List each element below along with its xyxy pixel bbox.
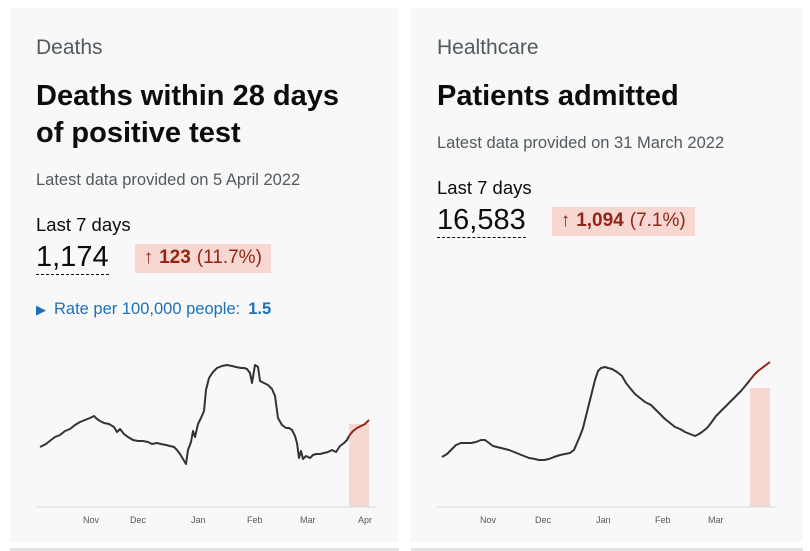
rate-toggle[interactable]: ▶ Rate per 100,000 people: 1.5 [36,300,373,319]
tick-label: Jan [191,515,206,525]
up-arrow-icon: ↑ [143,246,154,268]
tick-label: Mar [300,515,316,525]
card-category: Healthcare [437,36,539,59]
card-divider [10,548,399,551]
tick-label: Dec [130,515,147,525]
recent-period-fill [750,388,770,507]
last-7-days-label: Last 7 days [437,177,532,198]
change-value: 1,094 [576,209,624,231]
change-value: 123 [159,246,191,268]
headline-value[interactable]: 16,583 [437,204,526,238]
rate-value: 1.5 [248,300,272,318]
card-category: Deaths [36,36,103,59]
recent-period-fill [349,424,369,507]
change-percent: (11.7%) [196,246,262,268]
deaths-line [39,364,350,465]
healthcare-card: Healthcare Patients admitted Latest data… [411,8,803,551]
change-badge: ↑ 123 (11.7%) [134,243,271,273]
tick-label: Nov [83,515,100,525]
last-7-days-label: Last 7 days [36,214,131,235]
tick-label: Nov [480,515,497,525]
admissions-line [441,366,751,461]
headline-value[interactable]: 1,174 [36,241,109,275]
admissions-recent-line [749,361,771,381]
latest-data-text: Latest data provided on 31 March 2022 [437,134,725,152]
tick-label: Jan [596,515,611,525]
change-badge: ↑ 1,094 (7.1%) [551,206,695,236]
change-percent: (7.1%) [629,209,686,231]
deaths-card: Deaths Deaths within 28 days of positive… [10,8,399,551]
card-title[interactable]: Deaths within 28 days of positive test [36,80,339,149]
latest-data-text: Latest data provided on 5 April 2022 [36,171,301,189]
up-arrow-icon: ↑ [560,209,571,231]
tick-label: Apr [358,515,372,525]
card-title[interactable]: Patients admitted [437,80,679,112]
disclosure-triangle-icon: ▶ [36,301,46,317]
card-divider [411,548,803,551]
rate-label: Rate per 100,000 people: [54,300,241,318]
deaths-chart: Nov Dec Jan Feb Mar Apr [36,364,376,525]
tick-label: Feb [247,515,263,525]
tick-label: Mar [708,515,724,525]
healthcare-chart: Nov Dec Jan Feb Mar [437,361,777,525]
tick-label: Feb [655,515,671,525]
tick-label: Dec [535,515,552,525]
deaths-recent-line [348,419,370,437]
